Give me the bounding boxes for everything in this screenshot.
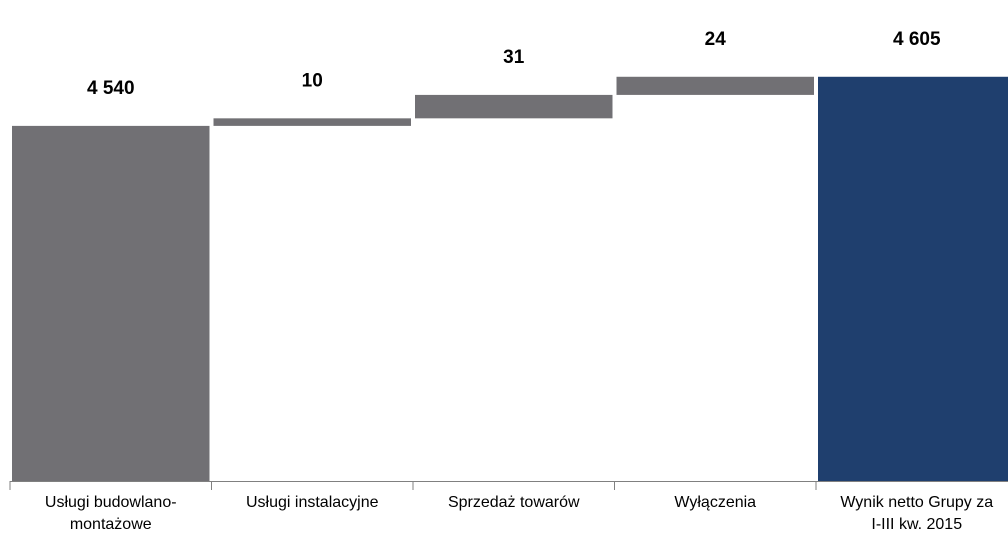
x-tick-label: montażowe xyxy=(70,516,152,533)
x-tick-label: Wynik netto Grupy za xyxy=(840,494,993,511)
bar xyxy=(818,76,1008,482)
x-tick-label: Usługi instalacyjne xyxy=(246,494,379,511)
value-label: 31 xyxy=(503,47,525,68)
bar xyxy=(213,118,411,126)
bar xyxy=(415,94,613,119)
x-tick-label: Wyłączenia xyxy=(674,494,756,511)
x-tick-label: Usługi budowlano- xyxy=(45,494,177,511)
bar xyxy=(616,76,814,95)
value-label: 4 605 xyxy=(893,29,941,50)
x-tick-label: Sprzedaż towarów xyxy=(448,494,580,511)
value-label: 4 540 xyxy=(87,78,135,99)
bar xyxy=(12,125,210,481)
value-label: 10 xyxy=(302,70,323,91)
value-label: 24 xyxy=(705,29,727,50)
x-tick-label: I-III kw. 2015 xyxy=(871,516,962,533)
